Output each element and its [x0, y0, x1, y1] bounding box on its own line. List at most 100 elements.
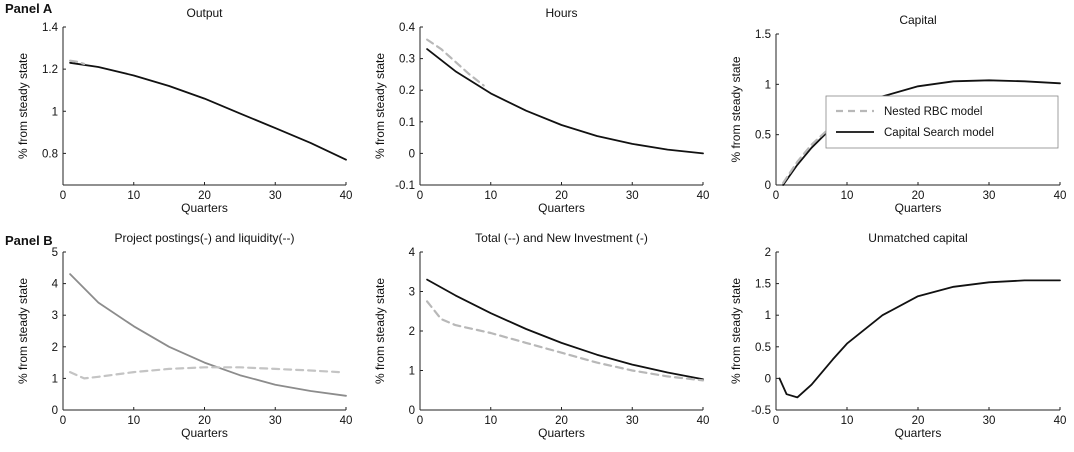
series-line-1	[426, 48, 704, 155]
x-tick-label: 40	[340, 415, 353, 427]
x-tick-label: 20	[912, 415, 925, 427]
y-tick-label: 4	[409, 247, 416, 259]
y-tick-label: 0.4	[399, 22, 416, 34]
x-tick-label: 10	[841, 190, 854, 202]
series-line-1	[778, 279, 1061, 399]
series-line-2	[426, 38, 485, 87]
series-line-2	[68, 366, 340, 380]
series-line-1	[69, 273, 347, 397]
x-tick-label: 10	[841, 415, 854, 427]
x-axis-label: Quarters	[181, 201, 228, 215]
x-axis-label: Quarters	[895, 426, 942, 440]
y-tick-label: 2	[409, 326, 415, 338]
x-axis-label: Quarters	[538, 201, 585, 215]
x-axis-label: Quarters	[895, 201, 942, 215]
y-tick-label: 2	[765, 247, 771, 259]
x-tick-label: 40	[1054, 190, 1067, 202]
y-tick-label: 0.3	[399, 54, 415, 66]
y-tick-label: 1	[765, 79, 771, 91]
y-tick-label: 1	[409, 366, 415, 378]
chart-title: Output	[186, 6, 223, 20]
x-tick-label: 20	[912, 190, 925, 202]
x-tick-label: 30	[983, 190, 996, 202]
y-tick-label: 5	[52, 247, 58, 259]
x-tick-label: 0	[417, 190, 423, 202]
panel-b-label: Panel B	[5, 233, 53, 248]
chart-title: Total (--) and New Investment (-)	[475, 231, 648, 245]
x-tick-label: 30	[269, 190, 282, 202]
chart-5: Total (--) and New Investment (-) 0 10 20 30…	[373, 231, 709, 440]
legend-entry: Nested RBC model	[884, 106, 982, 118]
y-axis-label: % from steady state	[729, 278, 743, 384]
x-tick-label: 40	[1054, 415, 1067, 427]
chart-title: Project postings(-) and liquidity(--)	[114, 231, 294, 245]
y-axis-label: % from steady state	[16, 278, 30, 384]
x-tick-label: 20	[198, 190, 211, 202]
legend-entry: Capital Search model	[884, 127, 994, 139]
chart-1: Output 0 10 20 30 40 0.8 1 1.2 1.4 Quarters % from …	[16, 6, 352, 215]
y-tick-label: 0.1	[399, 117, 415, 129]
legend: Nested RBC model Capital Search model	[825, 95, 1059, 149]
series-line-1	[69, 61, 347, 161]
chart-title: Capital	[899, 13, 936, 27]
legend-box	[825, 95, 1059, 149]
series-line-2	[781, 130, 827, 185]
x-tick-label: 40	[697, 190, 710, 202]
x-tick-label: 0	[773, 415, 779, 427]
series-line-1	[426, 278, 704, 381]
x-tick-label: 0	[417, 415, 423, 427]
y-tick-label: 0.8	[42, 148, 58, 160]
y-tick-label: -0.1	[395, 180, 415, 192]
y-axis-label: % from steady state	[729, 56, 743, 162]
y-axis-label: % from steady state	[16, 53, 30, 159]
y-tick-label: 0	[52, 405, 58, 417]
x-axis-label: Quarters	[538, 426, 585, 440]
x-tick-label: 20	[198, 415, 211, 427]
y-tick-label: 4	[52, 279, 59, 291]
x-tick-label: 10	[127, 415, 140, 427]
x-tick-label: 20	[555, 415, 568, 427]
x-tick-label: 0	[60, 190, 66, 202]
y-axis-label: % from steady state	[373, 53, 387, 159]
x-tick-label: 30	[626, 190, 639, 202]
y-tick-label: 0.5	[755, 342, 771, 354]
y-tick-label: 1.5	[755, 29, 771, 41]
y-tick-label: 0	[765, 373, 771, 385]
x-tick-label: 0	[773, 190, 779, 202]
x-tick-label: 10	[484, 415, 497, 427]
x-tick-label: 10	[127, 190, 140, 202]
y-tick-label: 0.2	[399, 85, 415, 97]
x-axis-label: Quarters	[181, 426, 228, 440]
x-tick-label: 0	[60, 415, 66, 427]
series-line-2	[426, 300, 705, 382]
x-tick-label: 10	[484, 190, 497, 202]
x-tick-label: 40	[340, 190, 353, 202]
chart-3: Capital 0 10 20 30 40 0 0.5 1 1.5 Quarters % from s…	[729, 13, 1066, 215]
y-tick-label: 2	[52, 342, 58, 354]
y-tick-label: 0	[409, 148, 415, 160]
x-tick-label: 30	[983, 415, 996, 427]
x-tick-label: 30	[626, 415, 639, 427]
chart-title: Hours	[545, 6, 577, 20]
y-tick-label: 1.5	[755, 279, 771, 291]
y-tick-label: 3	[409, 287, 415, 299]
y-tick-label: 0	[765, 180, 771, 192]
y-axis-label: % from steady state	[373, 278, 387, 384]
y-tick-label: -0.5	[751, 405, 771, 417]
x-tick-label: 20	[555, 190, 568, 202]
y-tick-label: 1.4	[42, 22, 59, 34]
y-tick-label: 1	[52, 373, 58, 385]
y-tick-label: 0.5	[755, 130, 771, 142]
y-tick-label: 1	[52, 106, 58, 118]
y-tick-label: 1.2	[42, 64, 58, 76]
x-tick-label: 30	[269, 415, 282, 427]
series-line-2	[68, 59, 86, 66]
panel-a-label: Panel A	[5, 1, 53, 16]
x-tick-label: 40	[697, 415, 710, 427]
chart-title: Unmatched capital	[868, 231, 967, 245]
y-tick-label: 3	[52, 310, 58, 322]
